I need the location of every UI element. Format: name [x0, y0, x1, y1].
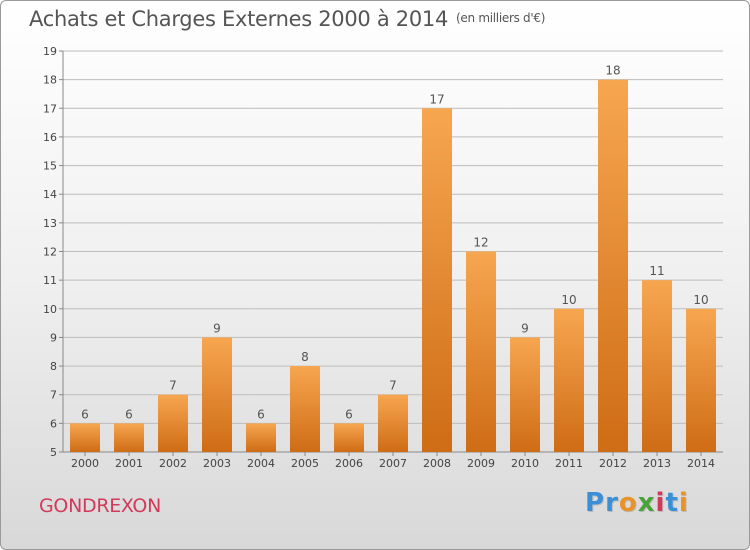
- bar: [202, 337, 232, 452]
- x-tick-label: 2004: [247, 457, 275, 470]
- y-tick-label: 13: [43, 217, 57, 230]
- data-label: 8: [301, 350, 309, 364]
- data-label: 12: [473, 236, 488, 250]
- bar: [114, 423, 144, 452]
- data-label: 9: [213, 321, 221, 335]
- y-tick-label: 19: [43, 45, 57, 58]
- data-labels: 6 6 7 9 6 8 6 7 17 12 9 10 18 11 10: [81, 64, 708, 422]
- y-tick-label: 18: [43, 74, 57, 87]
- axes: 5 6 7 8 9 10 11 12 13 14 15 16 17 18 19 2000 2001 2002 200…: [43, 45, 723, 470]
- x-tick-label: 2002: [159, 457, 187, 470]
- data-label: 6: [81, 407, 89, 421]
- data-label: 7: [389, 379, 397, 393]
- data-label: 11: [649, 264, 664, 278]
- bar: [422, 108, 452, 453]
- bar: [290, 366, 320, 452]
- x-tick-label: 2000: [71, 457, 99, 470]
- bar: [378, 394, 408, 452]
- chart-title: Achats et Charges Externes 2000 à 2014 (e…: [29, 7, 545, 31]
- bar: [554, 308, 584, 452]
- bar: [158, 394, 188, 452]
- bar: [246, 423, 276, 452]
- bar: [466, 251, 496, 452]
- data-label: 6: [345, 407, 353, 421]
- y-tick-label: 6: [50, 417, 57, 430]
- x-tick-label: 2001: [115, 457, 143, 470]
- location-name: GONDREXON: [39, 495, 161, 517]
- y-tick-label: 10: [43, 303, 57, 316]
- x-tick-label: 2009: [467, 457, 495, 470]
- logo-letter: o: [618, 488, 638, 518]
- data-label: 7: [169, 379, 177, 393]
- x-tick-label: 2010: [511, 457, 539, 470]
- bar: [642, 280, 672, 452]
- data-label: 17: [429, 92, 444, 106]
- y-tick-label: 12: [43, 246, 57, 259]
- x-tick-label: 2011: [555, 457, 583, 470]
- data-label: 18: [605, 64, 620, 78]
- logo-letter: P: [585, 488, 606, 518]
- bars: [70, 79, 716, 453]
- logo-letter: t: [665, 488, 679, 518]
- x-tick-label: 2014: [687, 457, 715, 470]
- y-tick-label: 15: [43, 160, 57, 173]
- x-tick-label: 2012: [599, 457, 627, 470]
- data-label: 10: [561, 293, 576, 307]
- chart-unit: (en milliers d'€): [456, 11, 546, 25]
- data-label: 9: [521, 321, 529, 335]
- x-tick-label: 2013: [643, 457, 671, 470]
- x-tick-label: 2006: [335, 457, 363, 470]
- y-tick-label: 8: [50, 360, 57, 373]
- x-tick-label: 2003: [203, 457, 231, 470]
- y-tick-label: 16: [43, 131, 57, 144]
- x-tick-label: 2008: [423, 457, 451, 470]
- data-label: 6: [257, 407, 265, 421]
- y-tick-label: 17: [43, 102, 57, 115]
- y-tick-label: 11: [43, 274, 57, 287]
- logo-letter: i: [678, 488, 689, 518]
- data-label: 6: [125, 407, 133, 421]
- x-tick-label: 2005: [291, 457, 319, 470]
- y-tick-label: 9: [50, 331, 57, 344]
- bar: [686, 308, 716, 452]
- logo-letter: i: [655, 488, 666, 518]
- logo-letter: x: [637, 488, 656, 518]
- bar: [70, 423, 100, 452]
- proxiti-logo[interactable]: Proxiti: [585, 488, 689, 518]
- y-tick-label: 14: [43, 188, 57, 201]
- y-tick-label: 5: [50, 446, 57, 459]
- chart-title-text: Achats et Charges Externes 2000 à 2014: [29, 7, 449, 31]
- bar: [598, 79, 628, 453]
- bar: [334, 423, 364, 452]
- x-tick-label: 2007: [379, 457, 407, 470]
- logo-letter: r: [605, 488, 619, 518]
- data-label: 10: [693, 293, 708, 307]
- bar: [510, 337, 540, 452]
- y-tick-label: 7: [50, 389, 57, 402]
